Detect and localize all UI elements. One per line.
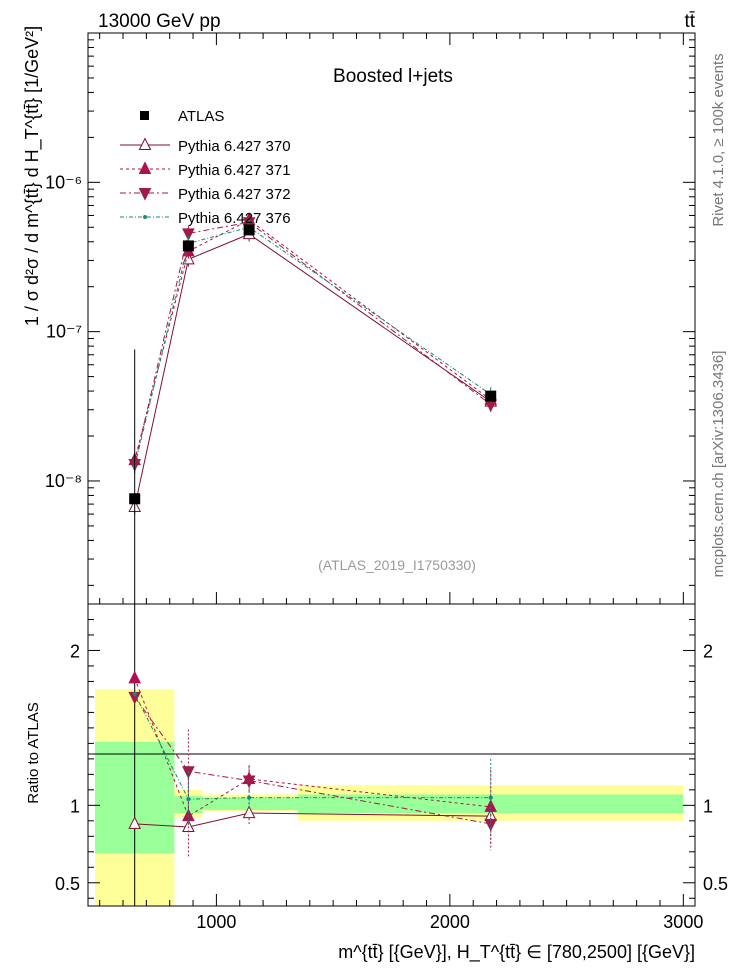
legend-marker-3 — [143, 215, 147, 219]
legend-marker-1 — [138, 161, 152, 174]
ratio-series-point-3 — [186, 797, 191, 802]
legend-label-3: Pythia 6.427 376 — [178, 210, 291, 227]
main-series-point-2 — [182, 228, 195, 242]
legend-marker-atlas — [140, 111, 149, 120]
ratio-series-point-2 — [242, 775, 256, 789]
ratio-y-tick-label-right: 0.5 — [703, 874, 728, 894]
ratio-series-point-0 — [128, 816, 142, 829]
ratio-y-axis-title: Ratio to ATLAS — [25, 702, 42, 803]
data-point — [182, 240, 194, 252]
data-point — [243, 224, 255, 236]
legend-marker-0 — [138, 137, 152, 150]
main-series-line-2 — [134, 221, 492, 465]
ratio-series-line-3 — [134, 693, 491, 800]
ratio-panel: 0.5 0.5 1 1 2 2 1000 2000 3000 — [55, 33, 728, 932]
data-point — [129, 493, 141, 505]
ratio-bands — [95, 604, 684, 906]
ratio-series-point-3 — [247, 795, 252, 800]
energy-label: 13000 GeV pp — [98, 11, 221, 32]
ratio-series-point-3 — [132, 691, 137, 696]
main-panel: 10⁻⁶ 10⁻⁷ 10⁻⁸ — [45, 32, 696, 605]
ratio-series-point-3 — [488, 795, 493, 800]
main-series-line-1 — [134, 219, 492, 461]
ratio-y-tick-label-right: 1 — [703, 796, 713, 816]
legend-marker-2 — [138, 188, 152, 201]
ratio-series-point-0 — [242, 805, 256, 819]
ratio-series-line-2 — [134, 696, 491, 825]
ratio-y-tick-label-left: 1 — [70, 796, 80, 816]
main-series-line-0 — [134, 233, 492, 508]
x-tick-label: 2000 — [430, 912, 470, 932]
main-y-ticks: 10⁻⁶ 10⁻⁷ 10⁻⁸ — [45, 32, 695, 586]
legend-label-atlas: ATLAS — [178, 108, 224, 125]
legend-label-0: Pythia 6.427 370 — [178, 138, 291, 155]
x-axis-title: m^{tt̄} [{GeV}], H_T^{tt̄} ∈ [780,2500] … — [338, 942, 695, 963]
main-y-tick-label: 10⁻⁸ — [45, 471, 82, 491]
main-series — [128, 212, 498, 515]
y-axis-title: 1 / σ d²σ / d m^{tt̄} d H_T^{tt̄} [1/GeV… — [22, 26, 43, 326]
main-series-line-3 — [134, 226, 492, 467]
legend-label-2: Pythia 6.427 372 — [178, 186, 291, 203]
side-rivet-label: Rivet 4.1.0, ≥ 100k events — [710, 53, 727, 226]
ratio-series-point-1 — [128, 670, 142, 684]
ratio-series — [128, 670, 498, 858]
x-ticks: 1000 2000 3000 — [99, 33, 703, 932]
x-tick-label: 3000 — [663, 912, 703, 932]
main-data-points — [129, 224, 497, 604]
ratio-y-tick-label-right: 2 — [703, 641, 713, 661]
x-tick-label: 1000 — [196, 912, 236, 932]
plot-title: Boosted l+jets — [333, 66, 453, 87]
process-label: tt̄ — [684, 11, 695, 32]
legend-label-1: Pythia 6.427 371 — [178, 162, 291, 179]
data-point — [485, 390, 497, 402]
ratio-y-tick-label-left: 0.5 — [55, 874, 80, 894]
ratio-series-line-1 — [134, 678, 491, 817]
ratio-frame — [87, 603, 696, 907]
ratio-series-line-0 — [134, 812, 491, 828]
ratio-y-ticks: 0.5 0.5 1 1 2 2 — [55, 618, 728, 899]
ratio-band-inner — [202, 797, 299, 810]
side-mcplots-label: mcplots.cern.ch [arXiv:1306.3436] — [710, 351, 727, 578]
analysis-id: (ATLAS_2019_I1750330) — [318, 557, 476, 573]
main-y-tick-label: 10⁻⁶ — [45, 172, 82, 192]
legend-series: Pythia 6.427 370 Pythia 6.427 371 Pythia 6… — [120, 137, 291, 227]
ratio-y-tick-label-left: 2 — [70, 641, 80, 661]
main-y-tick-label: 10⁻⁷ — [46, 322, 82, 342]
